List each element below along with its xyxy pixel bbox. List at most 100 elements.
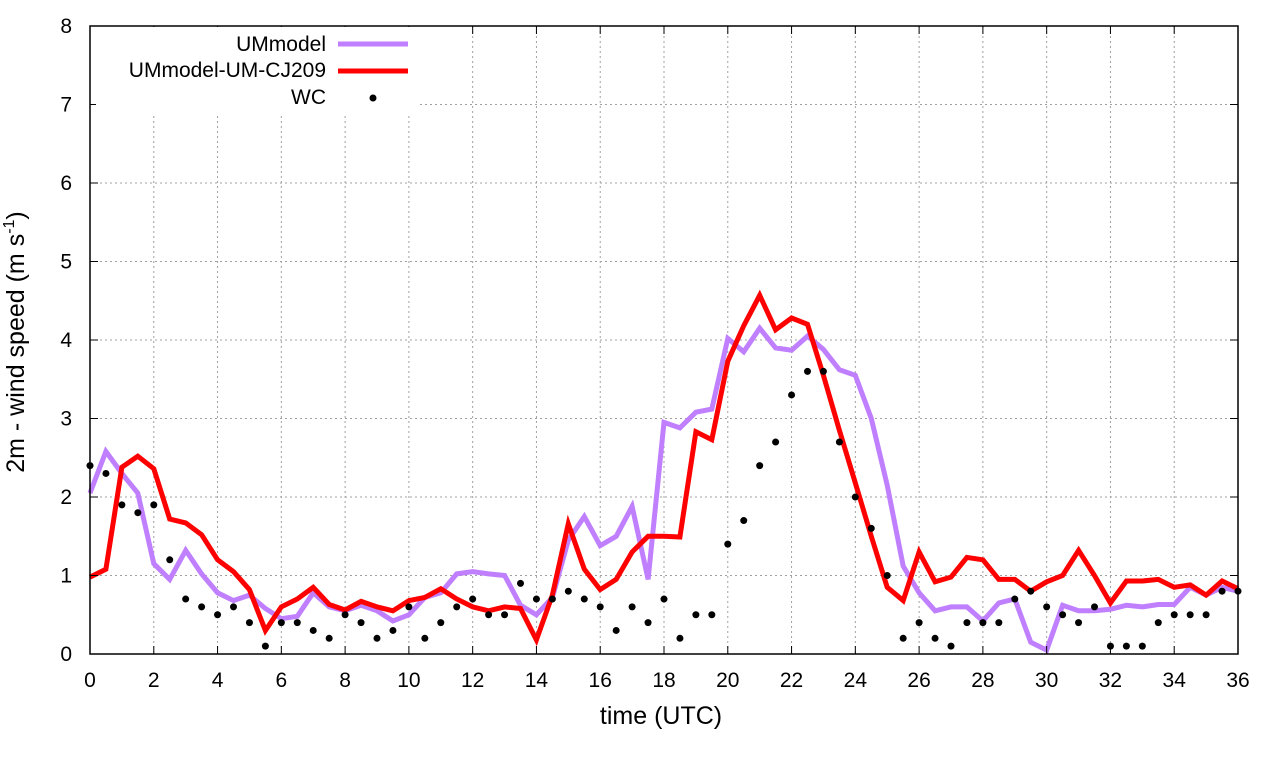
data-point-wc [995,619,1003,627]
data-point-wc [1154,619,1162,627]
data-point-wc [532,595,540,603]
data-point-wc [931,634,939,642]
data-point-wc [261,642,269,650]
x-tick-label: 18 [652,669,675,692]
x-tick-label: 16 [589,669,612,692]
data-point-wc [612,626,620,634]
y-tick-label: 8 [60,15,72,38]
data-point-wc [389,626,397,634]
data-point-wc [660,595,668,603]
data-point-wc [1059,611,1067,619]
x-tick-label: 26 [907,669,930,692]
data-point-wc [772,438,780,446]
x-tick-label: 36 [1226,669,1249,692]
x-tick-label: 0 [84,669,96,692]
data-point-wc [1027,587,1035,595]
data-point-wc [485,611,493,619]
data-point-wc [1202,611,1210,619]
data-point-wc [628,603,636,611]
data-point-wc [548,595,556,603]
data-point-wc [1170,611,1178,619]
data-point-wc [437,619,445,627]
y-axis-label-superscript: -1 [1,219,18,233]
legend-swatch-wc [369,94,377,102]
legend-entry-ummodel: UMmodel [236,33,408,56]
data-point-wc [102,469,110,477]
data-point-wc [947,642,955,650]
legend-entry-wc: WC [291,86,377,109]
data-point-wc [277,619,285,627]
y-axis-label-end: ) [2,211,30,219]
legend-entry-ummodel-um-cj209: UMmodel-UM-CJ209 [129,59,408,82]
data-point-wc [309,626,317,634]
data-point-wc [580,595,588,603]
data-point-wc [198,603,206,611]
data-point-wc [245,619,253,627]
data-point-wc [469,595,477,603]
legend: UMmodel UMmodel-UM-CJ209 WC [96,27,420,113]
data-point-wc [915,619,923,627]
data-point-wc [453,603,461,611]
data-point-wc [596,603,604,611]
data-point-wc [1091,603,1098,611]
legend-label-ummodel-um-cj209: UMmodel-UM-CJ209 [129,59,326,82]
data-point-wc [979,619,987,627]
data-point-wc [1218,587,1226,595]
data-point-wc [1122,642,1130,650]
legend-label-wc: WC [291,86,326,109]
data-point-wc [230,603,237,611]
data-point-wc [1186,611,1194,619]
y-tick-label: 6 [60,172,72,195]
data-point-wc [851,493,859,501]
data-point-wc [899,634,907,642]
y-tick-label: 0 [60,643,72,666]
data-point-wc [405,603,413,611]
x-tick-label: 12 [461,669,484,692]
data-point-wc [293,619,301,627]
data-point-wc [756,462,764,470]
data-point-wc [676,634,684,642]
data-point-wc [182,595,190,603]
x-tick-label: 28 [971,669,994,692]
data-point-wc [708,611,716,619]
data-point-wc [692,611,700,619]
y-tick-label: 7 [60,94,72,117]
y-tick-label: 1 [60,565,72,588]
data-point-wc [325,634,333,642]
data-point-wc [724,540,732,548]
data-point-wc [214,611,222,619]
data-point-wc [134,509,142,517]
y-axis-label: 2m - wind speed (m s-1) [1,211,30,473]
x-tick-label: 32 [1099,669,1122,692]
data-point-wc [1138,642,1146,650]
data-point-wc [883,572,891,579]
grid [90,26,1238,654]
tick-labels: 0 2 4 6 8 10 12 14 16 18 20 22 24 26 28 30 32 34 360123456… [60,15,1249,692]
x-tick-label: 14 [525,669,549,692]
series-ummodel-um-cj209 [88,289,1240,647]
x-tick-label: 4 [212,669,224,692]
data-point-wc [819,367,827,375]
data-point-wc [835,438,843,446]
series-line-ummodel-um-cj209 [88,289,1240,647]
data-point-wc [166,556,174,564]
data-point-wc [788,391,796,399]
x-tick-label: 10 [397,669,420,692]
data-point-wc [740,517,748,525]
data-point-wc [357,619,365,627]
data-point-wc [1043,603,1051,611]
data-point-wc [501,611,509,619]
y-tick-label: 3 [60,408,72,431]
data-point-wc [1075,619,1083,627]
y-tick-label: 5 [60,251,72,274]
data-point-wc [564,587,572,595]
data-point-wc [804,367,811,375]
x-tick-label: 24 [844,669,868,692]
data-point-wc [373,634,381,642]
data-point-wc [341,611,349,619]
x-tick-label: 34 [1163,669,1187,692]
data-point-wc [421,634,429,642]
y-axis-label-main: 2m - wind speed (m s [2,234,30,473]
data-point-wc [644,619,652,627]
